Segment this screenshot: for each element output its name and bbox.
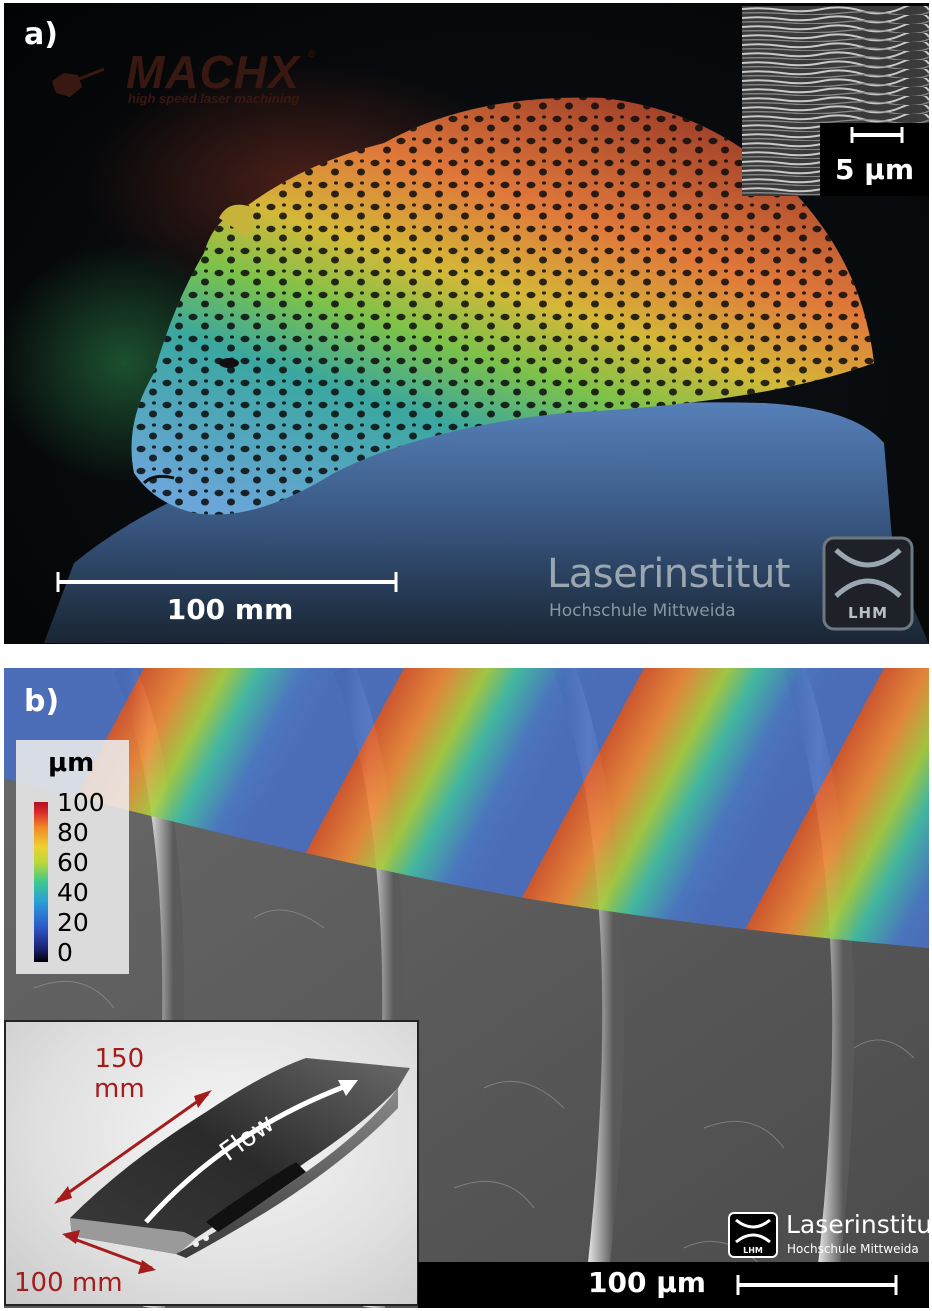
machx-logo: MACHX ® high speed laser machining	[44, 33, 334, 113]
scale-bar-b-label: 100 μm	[588, 1266, 706, 1299]
machx-title: MACHX	[126, 46, 300, 98]
inset-scale-bar	[850, 127, 904, 143]
panel-a-label: a)	[24, 17, 58, 52]
institute-logo-b: LHM Laserinstitut Hochschule Mittweida	[720, 1210, 932, 1262]
scale-bar-a	[56, 572, 398, 592]
institute-name-b: Laserinstitut	[786, 1210, 932, 1239]
colorbar-tick: 60	[57, 848, 89, 877]
lhm-badge-b-label: LHM	[743, 1246, 763, 1255]
registered-mark: ®	[308, 49, 316, 60]
machx-tagline: high speed laser machining	[128, 91, 300, 106]
dimension-length-value: 150 mm	[94, 1044, 145, 1104]
lhm-logo-icon	[822, 536, 914, 631]
lhm-badge-a: LHM	[822, 536, 914, 631]
institute-name-a: Laserinstitut	[547, 551, 791, 597]
colorbar-tick: 0	[57, 938, 73, 967]
colorbar-tick: 100	[57, 788, 105, 817]
flow-part-render: Flow	[54, 1058, 410, 1274]
colorbar-legend: μm 100 80 60 40 20 0	[16, 740, 129, 974]
colorbar-tick: 20	[57, 908, 89, 937]
colorbar-tick: 80	[57, 818, 89, 847]
panel-b-label: b)	[24, 684, 60, 719]
colorbar-tick: 40	[57, 878, 89, 907]
colorbar-unit: μm	[48, 748, 95, 778]
inset-scale-label: 5 μm	[834, 153, 914, 186]
institute-subtitle-a: Hochschule Mittweida	[549, 601, 736, 621]
dimension-width-label: 100 mm	[14, 1268, 123, 1298]
panel-a-leopard-surface: a) MACHX ® high speed laser machining	[4, 3, 929, 644]
lhm-badge-a-label: LHM	[847, 604, 889, 622]
scale-bar-b	[736, 1275, 898, 1295]
dimension-length-label: 150 mm	[94, 1044, 145, 1104]
scale-bar-b-box: 100 μm	[418, 1262, 929, 1308]
part-render-inset: Flow 150 mm 100 mm	[4, 1020, 419, 1306]
laser-head-icon	[52, 67, 104, 97]
lhm-logo-icon: LHM	[728, 1212, 778, 1258]
colorbar-gradient	[34, 802, 48, 962]
scale-bar-a-label: 100 mm	[166, 593, 294, 626]
inset-scale-box: 5 μm	[820, 123, 929, 196]
institute-subtitle-b: Hochschule Mittweida	[787, 1242, 919, 1256]
